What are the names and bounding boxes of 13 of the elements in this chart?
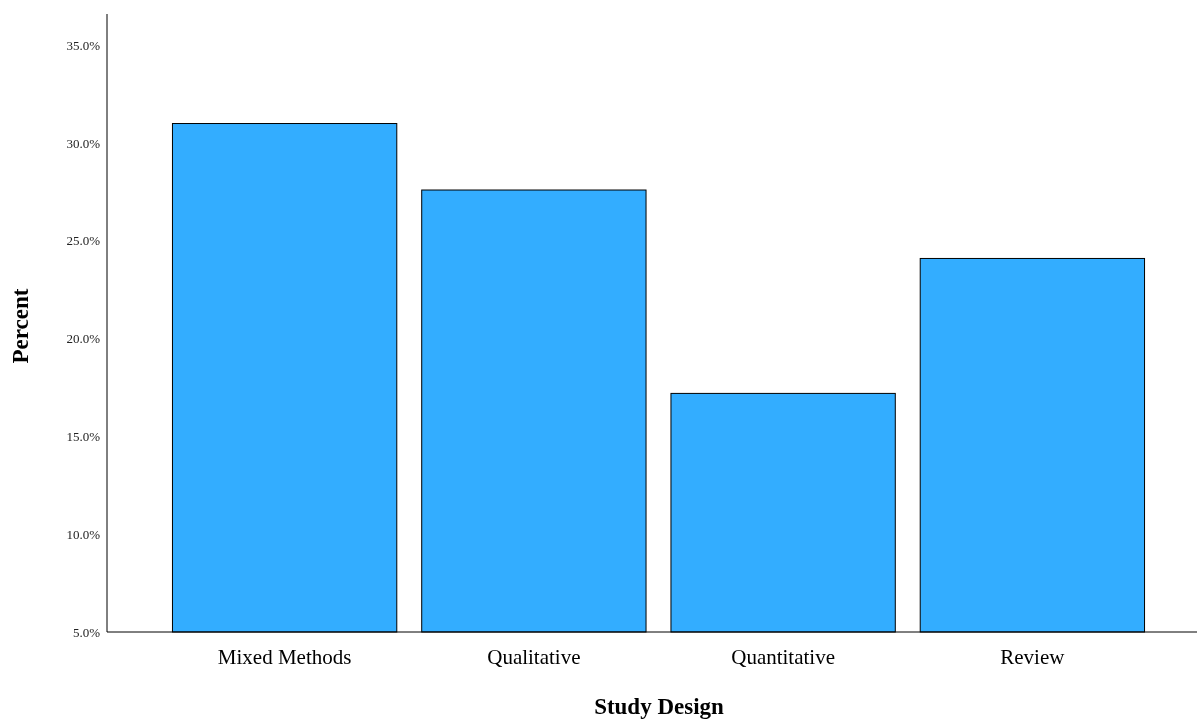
x-tick-label: Qualitative bbox=[487, 645, 581, 669]
y-tick-label: 25.0% bbox=[66, 233, 101, 249]
y-tick-label: 15.0% bbox=[66, 428, 101, 444]
x-tick-label: Mixed Methods bbox=[217, 645, 352, 669]
x-tick-label: Quantitative bbox=[731, 645, 836, 669]
x-axis-title: Study Design bbox=[594, 694, 725, 719]
y-tick-label: 30.0% bbox=[66, 135, 101, 151]
y-tick-label: 5.0% bbox=[72, 624, 101, 640]
y-axis-title: Percent bbox=[8, 288, 33, 364]
y-tick-label: 10.0% bbox=[66, 526, 101, 542]
y-tick-label: 35.0% bbox=[66, 37, 101, 53]
x-tick-label: Review bbox=[1000, 645, 1066, 669]
y-tick-label: 20.0% bbox=[66, 331, 101, 347]
